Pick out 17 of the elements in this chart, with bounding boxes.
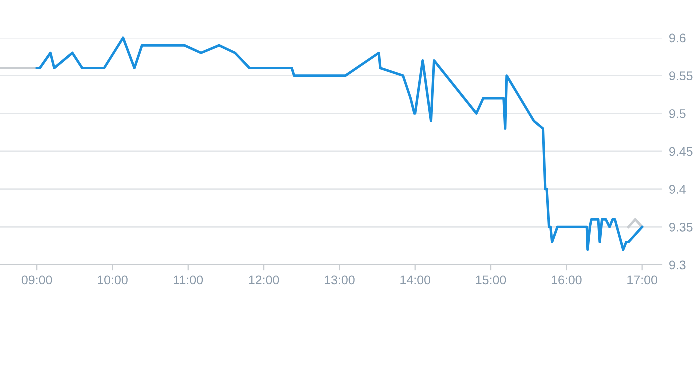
x-tick-label: 10:00 [98, 276, 128, 285]
y-tick-label: 9.55 [670, 72, 693, 80]
y-tick-label: 9.5 [670, 109, 686, 118]
x-tick-label: 11:00 [174, 276, 204, 285]
y-tick-label: 9.6 [670, 34, 686, 43]
x-tick-label: 09:00 [22, 276, 52, 285]
x-tick-label: 15:00 [476, 276, 506, 285]
x-tick-label: 16:00 [552, 276, 582, 285]
y-tick-label: 9.35 [670, 222, 693, 232]
y-tick-label: 9.3 [670, 260, 686, 270]
x-tick-label: 13:00 [325, 276, 355, 285]
x-tick-label: 12:00 [249, 276, 280, 285]
y-tick-label: 9.45 [670, 147, 693, 156]
x-tick-label: 17:00 [628, 276, 658, 285]
x-tick-label: 14:00 [400, 276, 431, 285]
y-tick-label: 9.4 [670, 185, 686, 194]
line-series [36, 36, 644, 252]
